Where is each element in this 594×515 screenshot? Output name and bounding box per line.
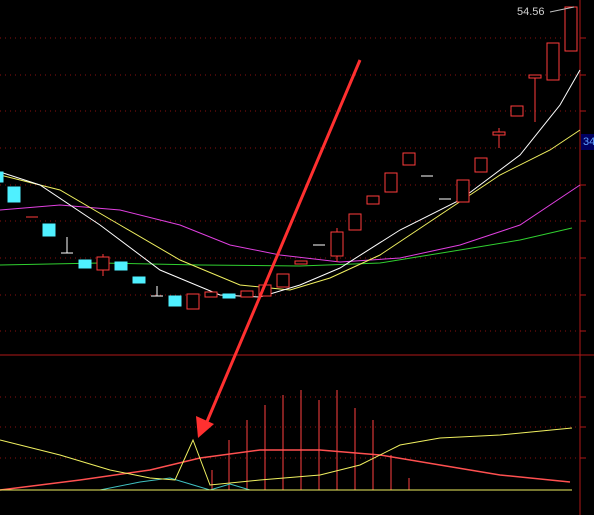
candle bbox=[78, 259, 92, 269]
candle bbox=[294, 260, 308, 265]
candle bbox=[564, 6, 578, 52]
candle bbox=[330, 231, 344, 257]
candle bbox=[132, 276, 146, 284]
candle bbox=[61, 237, 73, 254]
candle bbox=[546, 42, 560, 81]
indicator-line bbox=[99, 477, 251, 491]
axis-ticks bbox=[580, 37, 586, 459]
side-label: 34 bbox=[583, 136, 594, 148]
candle bbox=[348, 213, 362, 231]
high-pointer bbox=[549, 6, 575, 13]
side-label-box bbox=[581, 134, 594, 150]
candle bbox=[366, 195, 380, 205]
candle bbox=[0, 171, 4, 183]
annotation-arrow bbox=[196, 59, 362, 438]
arrow-head bbox=[196, 416, 214, 438]
candle bbox=[276, 273, 290, 288]
candle bbox=[7, 186, 21, 203]
candle bbox=[204, 291, 218, 298]
candle bbox=[492, 131, 506, 136]
candle bbox=[384, 172, 398, 193]
indicator-line bbox=[0, 427, 573, 486]
candle bbox=[510, 105, 524, 117]
indicator-panel bbox=[0, 390, 573, 491]
ma-line bbox=[0, 184, 581, 263]
candle bbox=[222, 293, 236, 299]
candle bbox=[168, 295, 182, 307]
candle bbox=[42, 223, 56, 237]
candle bbox=[114, 261, 128, 271]
candle bbox=[96, 256, 110, 271]
candles bbox=[0, 6, 578, 310]
high-label: 54.56 bbox=[517, 6, 545, 18]
candle bbox=[474, 157, 488, 173]
candle bbox=[151, 286, 163, 297]
candle bbox=[240, 290, 254, 298]
ma-line bbox=[0, 69, 581, 298]
candle bbox=[456, 179, 470, 203]
indicator-line bbox=[0, 449, 571, 491]
candle bbox=[186, 293, 200, 310]
ma-line bbox=[0, 129, 581, 291]
candle bbox=[402, 152, 416, 166]
candle bbox=[528, 74, 542, 79]
arrow-shaft bbox=[204, 59, 362, 425]
